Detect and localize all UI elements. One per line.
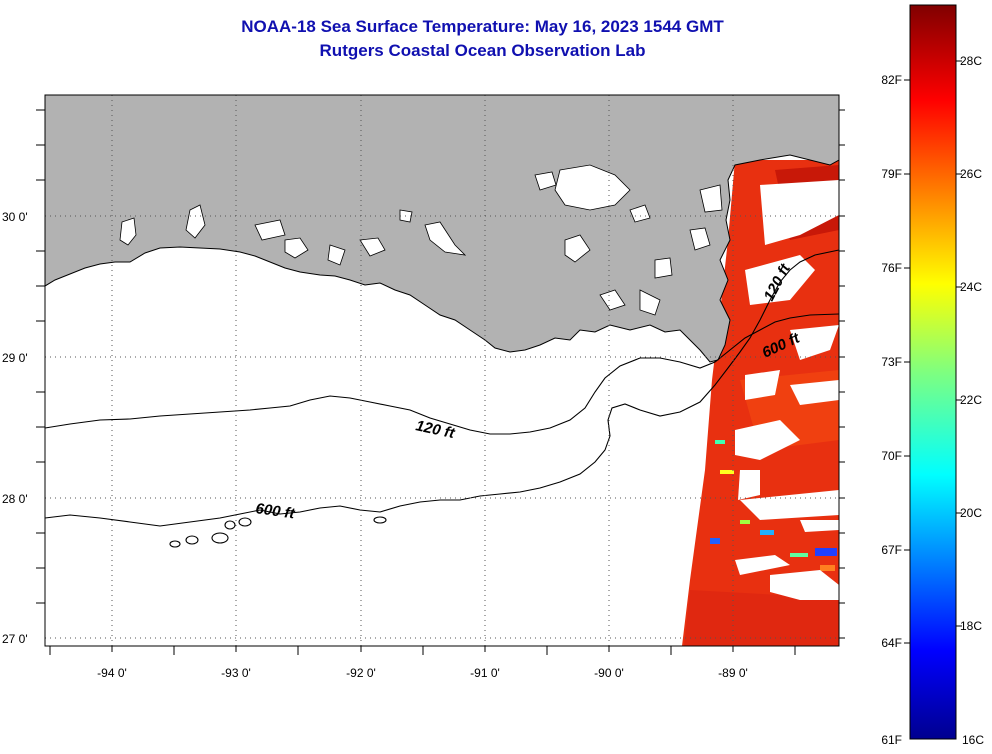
lat-label-29: 29 0' [2, 351, 28, 365]
lon-label-89: -89 0' [718, 666, 748, 680]
lon-label-93: -93 0' [221, 666, 251, 680]
lon-label-91: -91 0' [470, 666, 500, 680]
frame-ticks [36, 109, 845, 655]
colorbar-f-67: 67F [881, 543, 902, 557]
colorbar-f-76: 76F [881, 261, 902, 275]
colorbar-f-82: 82F [881, 73, 902, 87]
colorbar-f-70: 70F [881, 449, 902, 463]
colorbar-c-16: 16C [962, 733, 984, 747]
colorbar-c-24: 24C [960, 280, 982, 294]
lat-label-28: 28 0' [2, 492, 28, 506]
colorbar-f-73: 73F [881, 355, 902, 369]
colorbar-c-22: 22C [960, 393, 982, 407]
temperature-colorbar [909, 4, 957, 740]
colorbar-f-61: 61F [881, 733, 902, 747]
isobath-label-600ft-west: 600 ft [254, 500, 296, 522]
map-title: NOAA-18 Sea Surface Temperature: May 16,… [241, 17, 724, 36]
colorbar-ticks [904, 60, 962, 644]
lat-label-30: 30 0' [2, 210, 28, 224]
colorbar-f-79: 79F [881, 167, 902, 181]
colorbar-f-64: 64F [881, 636, 902, 650]
lon-label-94: -94 0' [97, 666, 127, 680]
inland-water [119, 164, 723, 316]
graticule [45, 95, 839, 646]
colorbar-c-26: 26C [960, 167, 982, 181]
isobath-lines [45, 249, 839, 548]
colorbar-c-28: 28C [960, 54, 982, 68]
lon-label-90: -90 0' [594, 666, 624, 680]
map-subtitle: Rutgers Coastal Ocean Observation Lab [319, 41, 646, 60]
lon-label-92: -92 0' [346, 666, 376, 680]
map-frame [44, 94, 840, 647]
lat-label-27: 27 0' [2, 632, 28, 646]
colorbar-c-20: 20C [960, 506, 982, 520]
colorbar-c-18: 18C [960, 619, 982, 633]
sst-swath [682, 160, 839, 646]
